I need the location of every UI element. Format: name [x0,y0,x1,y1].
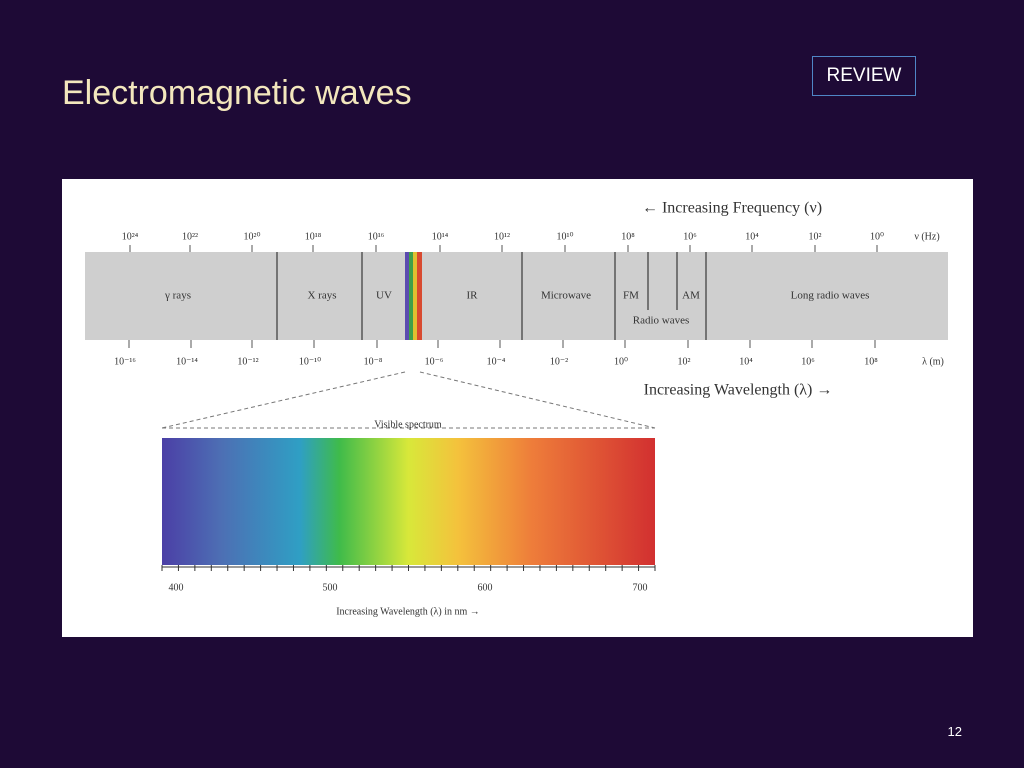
frequency-label: 10⁴ [745,231,759,242]
band-label: FM [623,290,639,302]
frequency-label: 10¹⁰ [556,231,573,242]
band-label: AM [682,290,700,302]
wavelength-label: 10⁻⁴ [487,356,506,367]
page-number: 12 [947,724,962,739]
band-label: γ rays [164,290,191,302]
slide-title: Electromagnetic waves [62,74,412,112]
wavelength-label: 10⁶ [801,356,815,367]
visible-tick-label: 400 [169,582,184,593]
wavelength-label: 10⁻¹⁰ [299,356,321,367]
wavelength-label: 10⁻¹⁶ [114,356,136,367]
wavelength-label: 10⁻⁸ [364,356,383,367]
frequency-label: 10² [809,231,822,242]
wavelength-label: 10² [678,356,691,367]
frequency-label: 10²⁴ [122,231,139,242]
frequency-caption: ← Increasing Frequency (ν) [642,200,822,217]
frequency-label: 10¹⁶ [368,231,385,242]
spectrum-bar [85,252,948,340]
frequency-label: 10²² [182,231,198,242]
visible-caption: Increasing Wavelength (λ) in nm → [336,606,480,617]
frequency-label: 10¹⁴ [432,231,449,242]
wavelength-label: 10⁰ [614,356,628,367]
frequency-label: 10²⁰ [243,231,260,242]
frequency-label: 10⁶ [683,231,697,242]
diagram-background [62,179,973,637]
frequency-label: 10⁰ [870,231,884,242]
band-label: Long radio waves [791,290,870,302]
radio-label: Radio waves [633,315,690,327]
review-badge: REVIEW [812,56,916,96]
wavelength-label: λ (m) [922,356,944,367]
wavelength-label: 10⁻⁶ [425,356,444,367]
frequency-label: ν (Hz) [914,231,939,242]
frequency-label: 10¹⁸ [305,231,322,242]
frequency-label: 10⁸ [621,231,635,242]
wavelength-label: 10⁻² [550,356,568,367]
band-label: X rays [307,290,336,302]
visible-tick-label: 600 [478,582,493,593]
wavelength-label: 10⁻¹² [237,356,258,367]
visible-tick-label: 700 [633,582,648,593]
band-label: IR [467,290,479,302]
visible-tick-label: 500 [323,582,338,593]
frequency-label: 10¹² [494,231,510,242]
visible-strip [405,252,422,340]
visible-spectrum [162,438,655,565]
band-label: Microwave [541,290,591,302]
band-label: UV [376,290,392,302]
visible-title: Visible spectrum [374,419,442,430]
band-dividers [276,252,707,340]
wavelength-label: 10⁸ [864,356,878,367]
em-spectrum-diagram: ← Increasing Frequency (ν) 10²⁴ 10²² 10²⁰ 10… [62,179,973,637]
wavelength-label: 10⁴ [739,356,753,367]
wavelength-label: 10⁻¹⁴ [176,356,198,367]
zoom-lines [161,371,656,429]
wavelength-caption: Increasing Wavelength (λ) → [644,382,833,399]
